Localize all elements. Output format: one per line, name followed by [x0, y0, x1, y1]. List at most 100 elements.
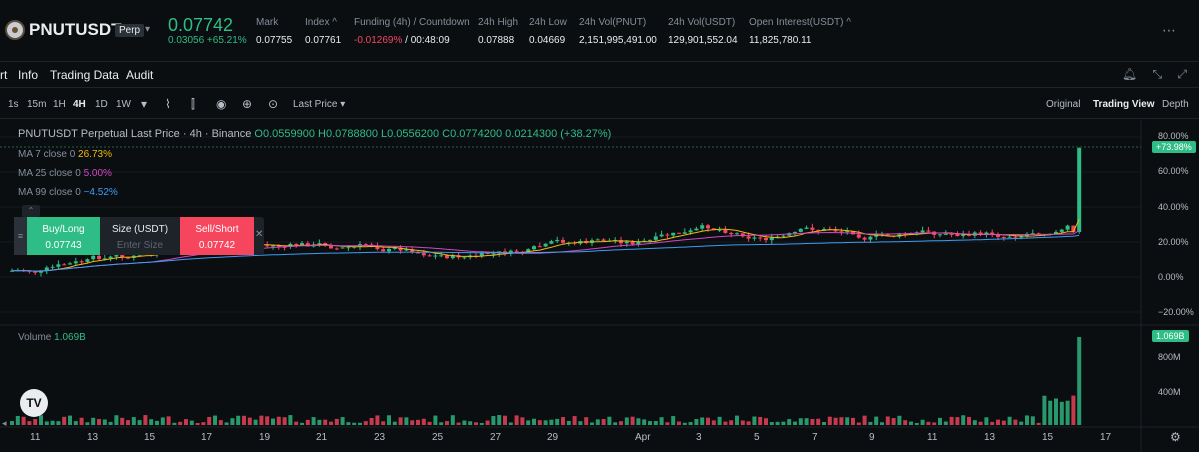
volume-bar: [787, 419, 792, 425]
candle-body: [427, 255, 432, 257]
candle-body: [624, 241, 629, 244]
chevron-down-icon[interactable]: ▾: [145, 24, 151, 35]
timeframe-dropdown-icon[interactable]: ▾: [141, 97, 148, 111]
view-depth[interactable]: Depth: [1162, 99, 1189, 110]
axis-label: 60.00%: [1158, 166, 1189, 176]
stat-24h-vol-usdt: 24h Vol(USDT) 129,901,552.04: [668, 17, 738, 46]
candle-body: [108, 256, 113, 259]
tab-trading-data[interactable]: Trading Data: [50, 68, 119, 82]
candle-body: [532, 246, 536, 250]
price-change: 0.03056 +65.21%: [168, 35, 247, 46]
volume-bar: [1019, 421, 1024, 425]
candle-body: [729, 232, 734, 235]
view-trading-view[interactable]: Trading View: [1093, 99, 1155, 110]
buy-long-button[interactable]: Buy/Long 0.07743: [27, 217, 100, 255]
volume-bar: [33, 419, 38, 425]
date-label: 15: [144, 432, 156, 443]
candle-body: [1030, 233, 1035, 235]
countdown: / 00:48:09: [402, 35, 450, 46]
candle-type-icon[interactable]: ⫿: [191, 97, 195, 111]
more-options-icon[interactable]: ⋯: [1162, 22, 1177, 38]
sell-label: Sell/Short: [195, 224, 239, 235]
volume-bar: [508, 422, 513, 425]
volume-bar: [479, 422, 484, 425]
volume-bar: [85, 422, 90, 425]
timeframe-4h[interactable]: 4H: [73, 99, 86, 110]
volume-bar: [1077, 337, 1082, 425]
sell-price: 0.07742: [198, 240, 236, 251]
volume-bar: [578, 421, 583, 425]
indicator-icon[interactable]: ⌇: [165, 97, 171, 111]
timeframe-1d[interactable]: 1D: [95, 99, 108, 110]
volume-bar: [891, 418, 896, 425]
price-type-select[interactable]: Last Price ▾: [293, 99, 346, 110]
shrink-icon[interactable]: ⤡: [1152, 67, 1163, 81]
size-field[interactable]: Size (USDT) Enter Size: [100, 217, 180, 255]
settings-icon[interactable]: ⊙: [268, 97, 279, 111]
candle-body: [485, 252, 490, 254]
collapse-arrow-icon[interactable]: ⌃: [22, 205, 40, 217]
tab-chart[interactable]: rt: [0, 68, 8, 82]
volume-bar: [793, 421, 797, 425]
candle-body: [938, 234, 942, 236]
volume-bar: [1042, 395, 1047, 425]
volume-bar: [630, 416, 635, 425]
volume-bar: [108, 421, 113, 425]
tab-audit[interactable]: Audit: [126, 68, 154, 82]
candle-body: [735, 233, 739, 235]
volume-bar: [1048, 400, 1053, 425]
candle-body: [595, 239, 600, 241]
bell-icon[interactable]: 🔔︎: [1121, 67, 1138, 81]
volume-bar: [10, 421, 14, 425]
volume-bar: [288, 415, 293, 425]
stat-index[interactable]: Index ^ 0.07761: [305, 17, 341, 46]
candle-body: [677, 232, 681, 234]
tab-info[interactable]: Info: [18, 68, 39, 82]
volume-bar: [816, 418, 821, 425]
last-price: 0.07742: [168, 15, 234, 35]
sell-short-button[interactable]: Sell/Short 0.07742: [180, 217, 254, 255]
candle-body: [1001, 236, 1006, 238]
candle-body: [764, 237, 768, 241]
volume-bar: [729, 420, 734, 425]
candle-body: [450, 255, 455, 259]
price-chart[interactable]: [0, 120, 1199, 452]
candle-body: [926, 230, 931, 232]
candle-body: [758, 237, 763, 239]
timeframe-15m[interactable]: 15m: [27, 99, 47, 110]
candle-body: [1036, 233, 1041, 235]
timeframe-1h[interactable]: 1H: [53, 99, 66, 110]
stat-open-interest[interactable]: Open Interest(USDT) ^ 11,825,780.11: [749, 17, 851, 46]
close-icon[interactable]: ✕: [255, 229, 264, 240]
volume-bar: [21, 416, 26, 425]
candle-body: [433, 255, 438, 257]
volume-bar: [363, 421, 368, 425]
candle-body: [120, 254, 125, 258]
candle-body: [955, 233, 960, 237]
gear-icon[interactable]: ⚙: [1170, 430, 1181, 444]
add-icon[interactable]: ⊕: [242, 97, 253, 111]
stat-24h-vol-pnut: 24h Vol(PNUT) 2,151,995,491.00: [579, 17, 657, 46]
stat-value: 0.07761: [305, 35, 342, 46]
volume-bar: [856, 422, 861, 425]
view-original[interactable]: Original: [1046, 99, 1081, 110]
drag-handle-icon[interactable]: ≡: [14, 217, 27, 255]
expand-icon[interactable]: ⤢: [1177, 67, 1187, 81]
coin-logo-icon: [5, 20, 25, 40]
timeframe-1s[interactable]: 1s: [8, 99, 19, 110]
chevron-left-icon[interactable]: ◂: [2, 418, 7, 428]
size-placeholder: Enter Size: [116, 240, 164, 251]
volume-bar: [804, 418, 809, 425]
camera-icon[interactable]: ◉: [216, 97, 227, 111]
chart-tabs: rt Info Trading Data Audit 🔔︎ ⤡ ⤢: [0, 62, 1199, 88]
volume-bar: [126, 420, 130, 425]
symbol-name[interactable]: PNUTUSDT: [29, 20, 122, 39]
candle-body: [996, 234, 1000, 237]
volume-bar: [555, 418, 560, 425]
volume-bar: [207, 416, 212, 425]
volume-bar: [149, 419, 154, 425]
volume-bar: [433, 415, 438, 425]
tradingview-logo[interactable]: TV: [20, 389, 48, 417]
stat-label: 24h Vol(PNUT): [579, 17, 647, 28]
timeframe-1w[interactable]: 1W: [116, 99, 131, 110]
